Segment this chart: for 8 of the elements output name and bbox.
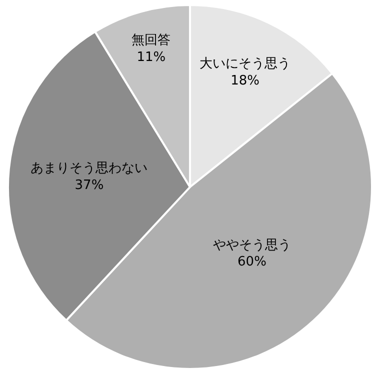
data-label: 60% [238,254,266,270]
slice-label: あまりそう思わない [30,160,148,176]
slice-label: ややそう思う [212,238,291,253]
data-label: 18% [230,74,260,89]
slice-label: 大いにそう思う [200,56,291,72]
data-label: 11% [136,50,166,66]
data-label: 37% [74,178,104,193]
slice-label: 無回答 [132,33,171,48]
